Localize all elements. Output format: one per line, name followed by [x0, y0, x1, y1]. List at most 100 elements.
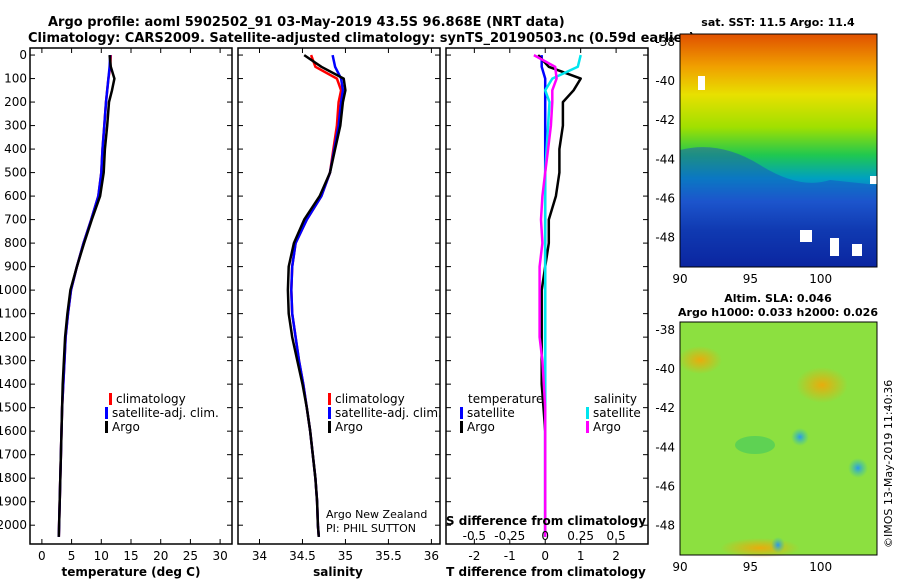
x-tick-label: 36 — [424, 549, 439, 563]
x-tick-label: -2 — [468, 549, 480, 563]
s-tick-label: -0.5 — [463, 529, 486, 543]
legend-sal-satellite-label: satellite — [593, 406, 641, 420]
series-salinity-argo — [533, 54, 558, 537]
lat-tick-label: -40 — [655, 362, 675, 376]
legend-climatology-label: climatology — [335, 392, 405, 406]
series-argo — [286, 54, 347, 537]
salinity-series — [286, 54, 347, 537]
sst-map — [679, 33, 878, 268]
depth-tick-label: 1800 — [0, 471, 27, 485]
credit-line-2: PI: PHIL SUTTON — [326, 522, 416, 535]
x-tick-label: -1 — [504, 549, 516, 563]
x-tick-label: 35.5 — [375, 549, 402, 563]
s-tick-label: 0.25 — [567, 529, 594, 543]
temperature-legend: climatology satellite-adj. clim. Argo — [105, 392, 219, 434]
depth-tick-label: 1400 — [0, 377, 27, 391]
legend-climatology-label: climatology — [116, 392, 186, 406]
difference-legend: temperature satellite Argo salinity sate… — [460, 392, 641, 434]
depth-tick-label: 1900 — [0, 495, 27, 509]
x-tick-label: 30 — [212, 549, 227, 563]
sst-lon-labels: 90 95 100 — [672, 272, 832, 286]
lat-tick-label: -44 — [655, 440, 675, 454]
series-climatology — [290, 54, 343, 537]
legend-satellite-swatch — [328, 407, 331, 419]
sla-lat-labels: -38 -40 -42 -44 -46 -48 — [655, 323, 675, 533]
sst-cloud-mask — [870, 176, 877, 184]
x-tick-label: 34.5 — [289, 549, 316, 563]
temperature-x-ticks: 0 5 10 15 20 25 30 — [38, 48, 228, 563]
sla-map-frame — [679, 321, 878, 556]
salinity-x-ticks: 34 34.5 35 35.5 36 — [252, 48, 439, 563]
lon-tick-label: 95 — [743, 272, 758, 286]
series-argo — [57, 54, 116, 537]
lat-tick-label: -46 — [655, 479, 675, 493]
depth-tick-label: 1600 — [0, 424, 27, 438]
legend-argo-swatch — [105, 421, 108, 433]
sst-map-title: sat. SST: 11.5 Argo: 11.4 — [701, 16, 855, 29]
lat-tick-label: -44 — [655, 152, 675, 166]
legend-satellite-label: satellite-adj. clim. — [335, 406, 442, 420]
depth-tick-label: 100 — [4, 72, 27, 86]
depth-tick-label: 1700 — [0, 448, 27, 462]
legend-sal-satellite-swatch — [586, 407, 589, 419]
depth-tick-label: 400 — [4, 142, 27, 156]
salinity-panel-frame — [237, 47, 441, 545]
s-tick-label: 0 — [541, 529, 549, 543]
sla-neutral-patch — [735, 436, 775, 454]
sst-cloud-mask — [852, 244, 862, 256]
temperature-xlabel: temperature (deg C) — [62, 565, 201, 579]
lat-tick-label: -40 — [655, 74, 675, 88]
x-tick-label: 25 — [183, 549, 198, 563]
sst-map-frame — [679, 33, 878, 268]
depth-tick-label: 900 — [4, 260, 27, 274]
legend-argo-label: Argo — [335, 420, 363, 434]
sla-lon-labels: 90 95 100 — [672, 560, 832, 574]
legend-temp-argo-label: Argo — [467, 420, 495, 434]
depth-tick-label: 1500 — [0, 401, 27, 415]
legend-argo-swatch — [328, 421, 331, 433]
lon-tick-label: 100 — [809, 272, 832, 286]
sst-map-field — [680, 34, 877, 267]
legend-sal-argo-label: Argo — [593, 420, 621, 434]
legend-argo-label: Argo — [112, 420, 140, 434]
depth-axis-ticks — [30, 54, 648, 526]
difference-s-ticks: -0.5 -0.25 0 0.25 0.5 — [463, 529, 626, 543]
difference-panel-frame — [445, 47, 649, 545]
legend-temp-argo-swatch — [460, 421, 463, 433]
legend-climatology-swatch — [328, 393, 331, 405]
s-tick-label: -0.25 — [494, 529, 525, 543]
sst-front — [680, 147, 877, 267]
t-difference-xlabel: T difference from climatology — [446, 565, 646, 579]
sst-cloud-mask — [698, 76, 705, 90]
lon-tick-label: 100 — [809, 560, 832, 574]
lat-tick-label: -38 — [655, 35, 675, 49]
x-tick-label: 10 — [94, 549, 109, 563]
salinity-legend: climatology satellite-adj. clim. Argo — [328, 392, 442, 434]
salinity-xlabel: salinity — [313, 565, 363, 579]
depth-tick-label: 800 — [4, 236, 27, 250]
x-tick-label: 5 — [68, 549, 76, 563]
temperature-series — [57, 54, 116, 537]
depth-axis-labels: 0 100 200 300 400 500 600 700 800 900 1000 1100 1200… — [0, 48, 27, 532]
credit-line-1: Argo New Zealand — [326, 508, 427, 521]
sst-lat-labels: -38 -40 -42 -44 -46 -48 — [655, 35, 675, 245]
sla-high-anomaly — [796, 367, 848, 403]
legend-climatology-swatch — [109, 393, 112, 405]
s-tick-label: 0.5 — [607, 529, 626, 543]
lon-tick-label: 95 — [743, 560, 758, 574]
depth-tick-label: 500 — [4, 166, 27, 180]
sla-map — [678, 321, 878, 558]
sla-low-anomaly — [791, 428, 809, 446]
legend-temp-satellite-label: satellite — [467, 406, 515, 420]
sst-cloud-mask — [830, 238, 839, 256]
sla-map-title-1: Altim. SLA: 0.046 — [724, 292, 832, 305]
x-tick-label: 0 — [541, 549, 549, 563]
sla-high-anomaly — [678, 346, 722, 374]
lat-tick-label: -38 — [655, 323, 675, 337]
depth-tick-label: 1300 — [0, 354, 27, 368]
lon-tick-label: 90 — [672, 272, 687, 286]
depth-tick-label: 700 — [4, 213, 27, 227]
s-difference-xlabel: S difference from climatology — [446, 514, 646, 528]
timestamp: ©IMOS 13-May-2019 11:40:36 — [882, 380, 895, 548]
x-tick-label: 1 — [577, 549, 585, 563]
